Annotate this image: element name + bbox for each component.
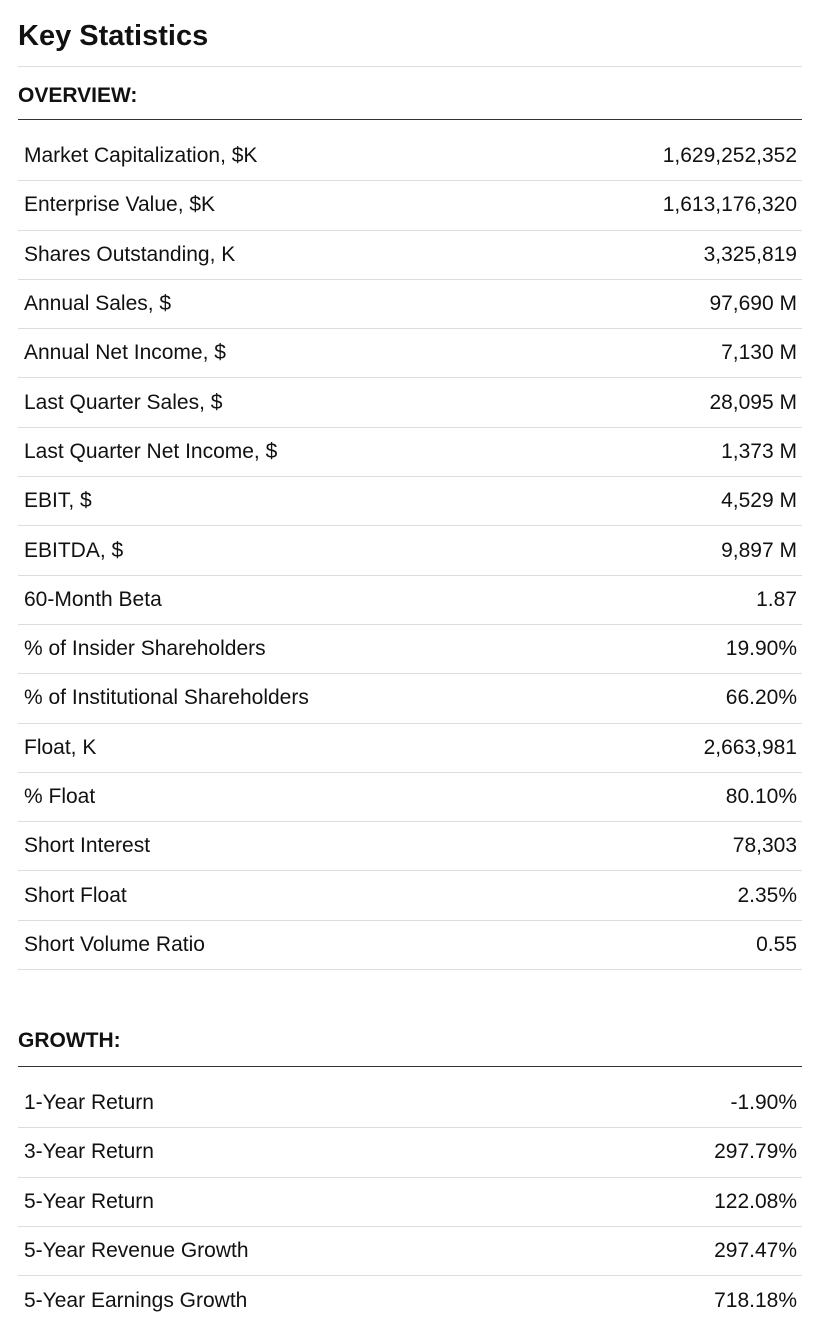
- stat-value: 297.47%: [714, 1239, 797, 1263]
- stat-row: % Float 80.10%: [18, 773, 802, 823]
- stat-value: 1,373 M: [721, 439, 797, 463]
- stat-value: 66.20%: [725, 686, 797, 710]
- stat-value: 4,529 M: [721, 489, 797, 513]
- stat-value: 1.87: [756, 587, 797, 611]
- stats-table: Market Capitalization, $K 1,629,252,352 En…: [18, 120, 802, 971]
- stat-row: Float, K 2,663,981: [18, 724, 802, 773]
- stat-value: 2.35%: [737, 883, 797, 907]
- stat-value: 122.08%: [714, 1189, 797, 1213]
- stat-label: EBITDA, $: [24, 538, 124, 562]
- stat-row: Short Interest 78,303: [18, 822, 802, 872]
- stats-table: 1-Year Return -1.90% 3-Year Return 297.79% 5…: [18, 1067, 802, 1325]
- stat-value: 78,303: [732, 834, 797, 858]
- stat-label: 60-Month Beta: [24, 587, 162, 611]
- stat-value: 0.55: [756, 932, 797, 956]
- stat-label: 5-Year Revenue Growth: [24, 1239, 249, 1263]
- stat-label: Last Quarter Sales, $: [24, 390, 223, 414]
- stat-row: EBITDA, $ 9,897 M: [18, 526, 802, 576]
- stat-row: Short Volume Ratio 0.55: [18, 921, 802, 971]
- stat-row: Annual Sales, $ 97,690 M: [18, 280, 802, 330]
- stat-label: Shares Outstanding, K: [24, 242, 236, 266]
- stat-row: Annual Net Income, $ 7,130 M: [18, 329, 802, 379]
- stat-label: Float, K: [24, 735, 97, 759]
- stat-row: Enterprise Value, $K 1,613,176,320: [18, 181, 802, 231]
- stat-label: Short Float: [24, 883, 127, 907]
- stat-label: 5-Year Earnings Growth: [24, 1288, 248, 1312]
- stat-label: 1-Year Return: [24, 1091, 154, 1115]
- stat-label: % Float: [24, 785, 96, 808]
- stat-label: Last Quarter Net Income, $: [24, 439, 278, 463]
- stat-row: Market Capitalization, $K 1,629,252,352: [18, 132, 802, 182]
- stat-value: 297.79%: [714, 1140, 797, 1164]
- page-title: Key Statistics: [18, 0, 802, 67]
- stat-row: Short Float 2.35%: [18, 871, 802, 921]
- stat-label: 5-Year Return: [24, 1189, 154, 1213]
- stat-row: Shares Outstanding, K 3,325,819: [18, 231, 802, 280]
- stat-value: 80.10%: [725, 785, 797, 808]
- stat-value: 718.18%: [714, 1288, 797, 1312]
- stat-value: 19.90%: [725, 637, 797, 661]
- stat-label: 3-Year Return: [24, 1140, 154, 1164]
- stat-row: 3-Year Return 297.79%: [18, 1128, 802, 1178]
- stat-label: % of Insider Shareholders: [24, 637, 266, 661]
- stat-value: 2,663,981: [703, 735, 797, 759]
- stat-row: 5-Year Earnings Growth 718.18%: [18, 1276, 802, 1325]
- stat-value: 9,897 M: [721, 538, 797, 562]
- stat-row: % of Insider Shareholders 19.90%: [18, 625, 802, 675]
- stat-row: Last Quarter Net Income, $ 1,373 M: [18, 428, 802, 478]
- stat-label: EBIT, $: [24, 489, 92, 513]
- stat-value: -1.90%: [730, 1091, 797, 1115]
- section-heading: OVERVIEW:: [18, 67, 802, 120]
- stat-row: 5-Year Return 122.08%: [18, 1178, 802, 1227]
- stat-label: Short Volume Ratio: [24, 932, 205, 956]
- stat-row: EBIT, $ 4,529 M: [18, 477, 802, 527]
- stat-value: 1,613,176,320: [662, 193, 797, 217]
- stat-value: 97,690 M: [709, 292, 797, 316]
- stat-row: % of Institutional Shareholders 66.20%: [18, 674, 802, 724]
- stat-value: 28,095 M: [709, 390, 797, 414]
- stat-value: 3,325,819: [703, 242, 797, 266]
- stat-label: % of Institutional Shareholders: [24, 686, 309, 710]
- stat-row: 1-Year Return -1.90%: [18, 1079, 802, 1129]
- section-heading: GROWTH:: [18, 970, 802, 1068]
- key-statistics: Key Statistics OVERVIEW: Market Capitaliz…: [18, 0, 802, 1326]
- stat-value: 1,629,252,352: [662, 144, 797, 168]
- stat-label: Annual Net Income, $: [24, 341, 226, 365]
- stat-label: Short Interest: [24, 834, 151, 858]
- stat-row: 5-Year Revenue Growth 297.47%: [18, 1227, 802, 1277]
- stat-label: Enterprise Value, $K: [24, 193, 216, 217]
- stat-label: Annual Sales, $: [24, 292, 172, 316]
- stat-row: 60-Month Beta 1.87: [18, 576, 802, 625]
- stat-label: Market Capitalization, $K: [24, 144, 258, 168]
- stat-value: 7,130 M: [721, 341, 797, 365]
- stat-row: Last Quarter Sales, $ 28,095 M: [18, 378, 802, 428]
